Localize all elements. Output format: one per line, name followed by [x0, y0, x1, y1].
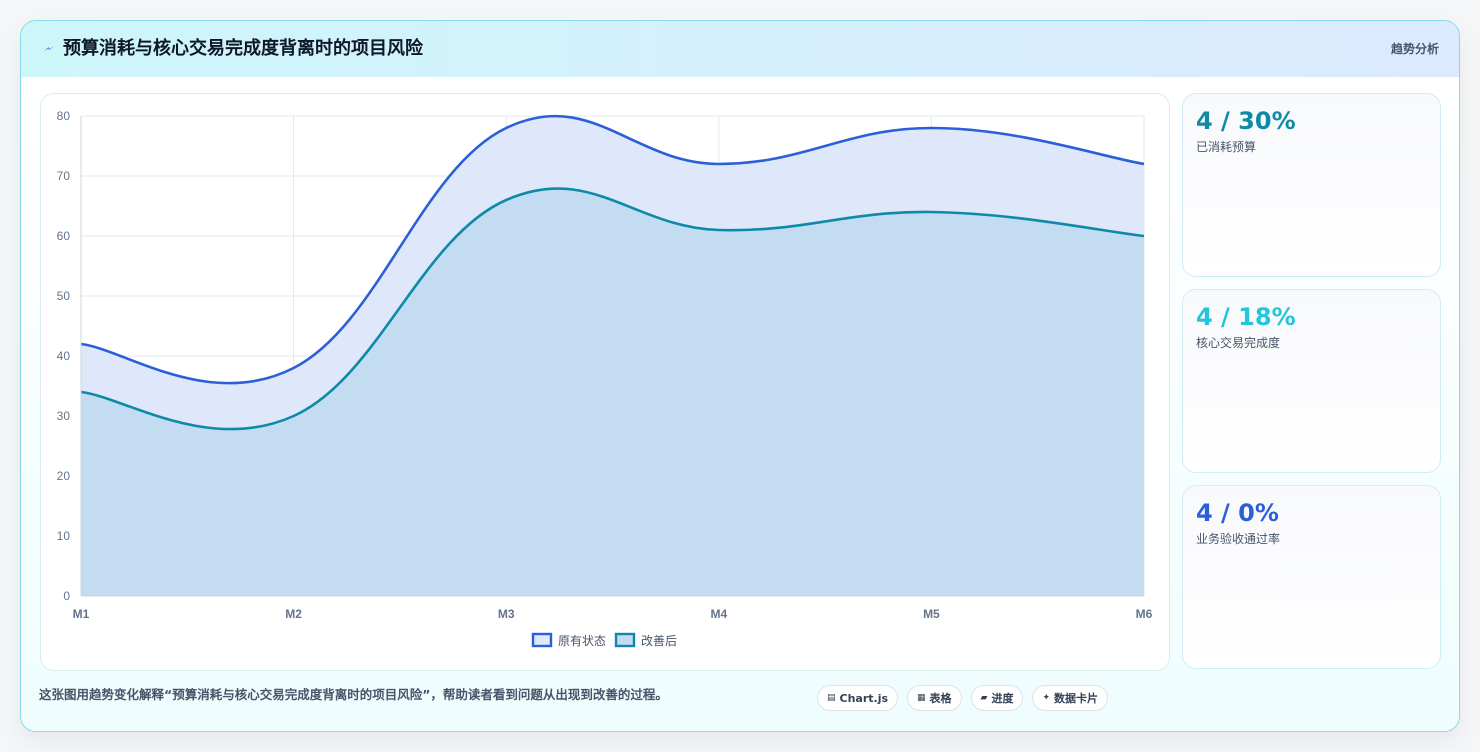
x-tick-label: M2	[285, 607, 302, 621]
kpi-value: 4 / 30%	[1196, 107, 1296, 135]
pill-label: Chart.js	[839, 691, 889, 705]
kpi-card-acceptance-rate: 4 / 0% 业务验收通过率	[1182, 485, 1441, 669]
pill-label: 数据卡片	[1054, 692, 1099, 705]
kpi-label: 已消耗预算	[1196, 140, 1257, 154]
x-tick-label: M4	[710, 607, 727, 621]
y-tick-label: 10	[57, 529, 71, 543]
x-tick-label: M6	[1136, 607, 1153, 621]
kpi-card-core-transaction: 4 / 18% 核心交易完成度	[1182, 289, 1441, 473]
series-line-1	[80, 187, 1145, 431]
pill-label: 进度	[991, 692, 1014, 705]
kpi-value: 4 / 0%	[1196, 499, 1279, 527]
kpi-label: 业务验收通过率	[1196, 532, 1281, 546]
pill-table[interactable]: ▦ 表格	[907, 685, 962, 711]
y-tick-label: 60	[57, 229, 71, 243]
pill-label: 表格	[929, 692, 952, 705]
x-tick-label: M1	[73, 607, 90, 621]
sparkle-icon: ✦	[1042, 693, 1051, 703]
y-tick-label: 40	[57, 349, 71, 363]
kpi-value: 4 / 18%	[1196, 303, 1296, 331]
pill-chartjs[interactable]: ▤ Chart.js	[817, 685, 899, 711]
pill-data-card[interactable]: ✦ 数据卡片	[1032, 685, 1109, 711]
y-tick-label: 20	[57, 469, 71, 483]
chart-icon: ▤	[827, 693, 836, 703]
y-tick-label: 80	[57, 109, 71, 123]
lightning-icon	[44, 46, 54, 51]
feature-pills: ▤ Chart.js ▦ 表格 ▰ 进度 ✦ 数据卡片	[817, 685, 1109, 711]
progress-icon: ▰	[980, 693, 988, 703]
kpi-card-budget: 4 / 30% 已消耗预算	[1182, 93, 1441, 277]
x-tick-label: M3	[498, 607, 515, 621]
table-icon: ▦	[917, 693, 926, 703]
page-title: 预算消耗与核心交易完成度背离时的项目风险	[63, 38, 423, 59]
pill-progress[interactable]: ▰ 进度	[970, 685, 1024, 711]
legend-swatch	[531, 632, 553, 648]
kpi-label: 核心交易完成度	[1196, 336, 1281, 350]
series-area-1	[81, 188, 1144, 596]
y-tick-label: 70	[57, 169, 71, 183]
legend-label: 改善后	[641, 633, 677, 648]
area-chart: 0 10 20 30 40 50 60 70 80 M1 M2 M3 M4 M5 M6 原有状态 改善后	[57, 109, 1153, 648]
x-tick-label: M5	[923, 607, 940, 621]
chart-panel: 0 10 20 30 40 50 60 70 80 M1 M2 M3 M4 M5 M6 原有状态 改善后	[40, 93, 1170, 671]
y-tick-label: 30	[57, 409, 71, 423]
chart-description: 这张图用趋势变化解释“预算消耗与核心交易完成度背离时的项目风险”，帮助读者看到问…	[39, 687, 668, 702]
analysis-card: 预算消耗与核心交易完成度背离时的项目风险 趋势分析 0 10 20 30 40 50 60 7…	[20, 20, 1460, 732]
y-tick-label: 50	[57, 289, 71, 303]
category-tag: 趋势分析	[1390, 42, 1439, 56]
y-tick-label: 0	[63, 589, 70, 603]
card-header: 预算消耗与核心交易完成度背离时的项目风险 趋势分析	[21, 21, 1459, 77]
series-line-0	[80, 114, 1145, 385]
legend-swatch	[614, 632, 636, 648]
legend-label: 原有状态	[558, 634, 606, 648]
